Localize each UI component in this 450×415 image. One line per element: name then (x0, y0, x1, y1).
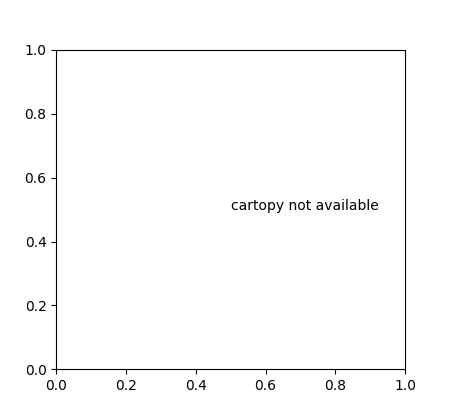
Text: cartopy not available: cartopy not available (230, 198, 378, 212)
